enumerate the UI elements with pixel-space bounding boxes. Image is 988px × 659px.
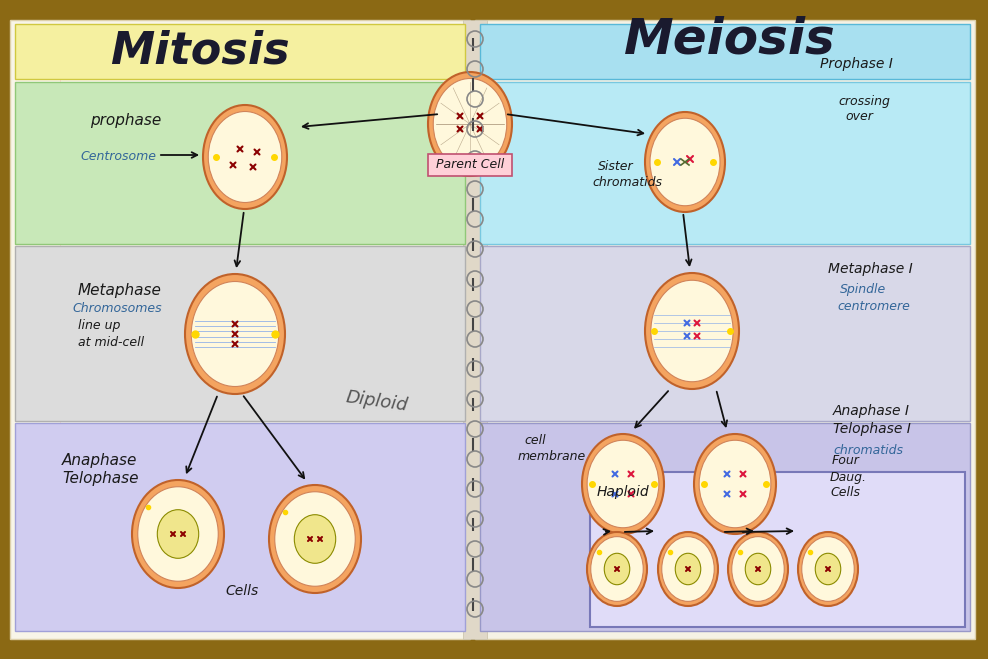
Bar	[480, 423, 970, 631]
Ellipse shape	[801, 536, 855, 602]
Bar	[15, 423, 465, 631]
Text: line up: line up	[78, 320, 121, 333]
Ellipse shape	[745, 554, 771, 585]
Ellipse shape	[269, 485, 361, 593]
Text: Meiosis: Meiosis	[624, 15, 836, 63]
Ellipse shape	[650, 118, 720, 206]
Ellipse shape	[192, 281, 279, 386]
Text: centromere: centromere	[837, 301, 910, 314]
Text: Cells: Cells	[225, 584, 258, 598]
Text: at mid-cell: at mid-cell	[78, 337, 144, 349]
Bar	[480, 24, 970, 79]
Bar	[463, 20, 487, 639]
Text: cell: cell	[524, 434, 545, 447]
Ellipse shape	[591, 536, 643, 602]
Bar	[480, 246, 970, 421]
Ellipse shape	[157, 509, 199, 558]
Text: crossing: crossing	[838, 94, 890, 107]
Ellipse shape	[645, 273, 739, 389]
Text: Diploid: Diploid	[345, 387, 409, 415]
Text: chromatids: chromatids	[833, 445, 903, 457]
Text: membrane: membrane	[518, 449, 586, 463]
Ellipse shape	[208, 111, 282, 202]
Ellipse shape	[662, 536, 714, 602]
Ellipse shape	[728, 532, 788, 606]
Ellipse shape	[137, 487, 218, 581]
Text: chromatids: chromatids	[592, 175, 662, 188]
Text: Metaphase: Metaphase	[78, 283, 162, 299]
Ellipse shape	[132, 480, 224, 588]
Bar	[15, 82, 465, 244]
Ellipse shape	[675, 554, 700, 585]
Ellipse shape	[587, 532, 647, 606]
Polygon shape	[475, 20, 975, 639]
Ellipse shape	[434, 78, 507, 169]
Text: Centrosome: Centrosome	[80, 150, 156, 163]
Text: Anaphase I: Anaphase I	[833, 404, 910, 418]
Bar	[15, 246, 465, 421]
Text: prophase: prophase	[90, 113, 161, 129]
Text: Sister: Sister	[598, 161, 633, 173]
Text: Prophase I: Prophase I	[820, 57, 893, 71]
Text: Parent Cell: Parent Cell	[436, 159, 504, 171]
Text: Chromosomes: Chromosomes	[72, 302, 162, 316]
Ellipse shape	[645, 112, 725, 212]
Ellipse shape	[732, 536, 784, 602]
Text: Spindle: Spindle	[840, 283, 886, 295]
Bar	[480, 82, 970, 244]
Text: over: over	[845, 111, 872, 123]
Polygon shape	[10, 20, 470, 639]
Ellipse shape	[203, 105, 287, 209]
Bar	[590, 472, 965, 627]
Ellipse shape	[428, 72, 512, 176]
Ellipse shape	[582, 434, 664, 534]
Ellipse shape	[651, 280, 733, 382]
Ellipse shape	[815, 554, 841, 585]
Text: Telophase: Telophase	[62, 471, 138, 486]
Text: Cells: Cells	[830, 486, 860, 500]
Ellipse shape	[694, 434, 776, 534]
Ellipse shape	[798, 532, 858, 606]
Text: Anaphase: Anaphase	[62, 453, 137, 469]
Ellipse shape	[275, 492, 356, 587]
Ellipse shape	[605, 554, 629, 585]
Text: Four: Four	[832, 455, 860, 467]
Text: Metaphase I: Metaphase I	[828, 262, 913, 276]
Ellipse shape	[587, 440, 659, 528]
Ellipse shape	[294, 515, 336, 563]
Text: Mitosis: Mitosis	[111, 30, 289, 72]
Text: Daug.: Daug.	[830, 471, 867, 484]
Text: Haploid: Haploid	[597, 485, 650, 499]
Ellipse shape	[700, 440, 771, 528]
Bar	[428, 154, 512, 176]
Ellipse shape	[185, 274, 285, 394]
Ellipse shape	[658, 532, 718, 606]
Text: Telophase I: Telophase I	[833, 422, 911, 436]
Bar	[15, 24, 465, 79]
